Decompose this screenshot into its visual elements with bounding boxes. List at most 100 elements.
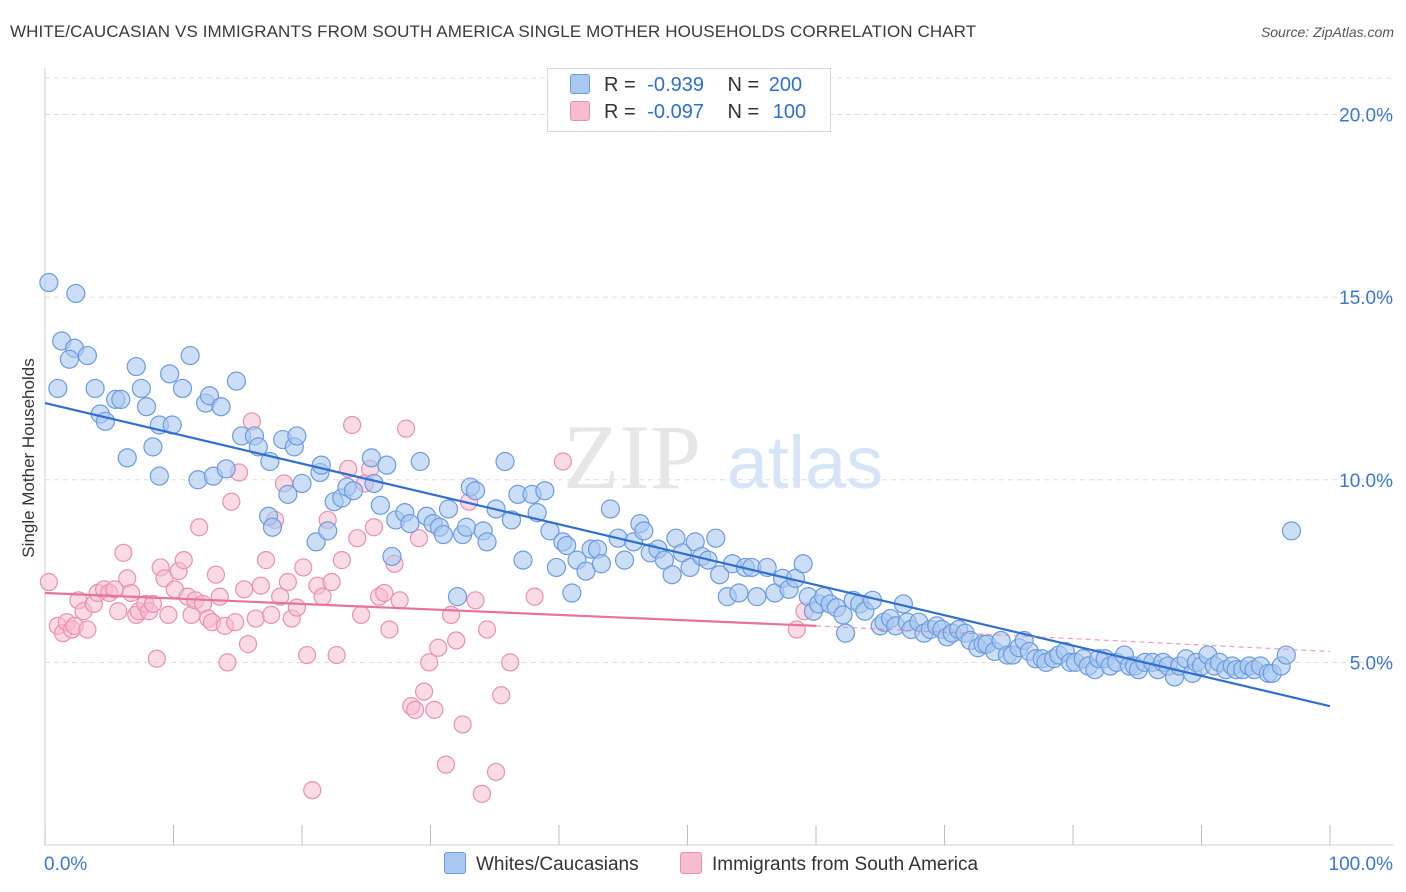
data-point-whites xyxy=(747,587,767,607)
chart-title: WHITE/CAUCASIAN VS IMMIGRANTS FROM SOUTH… xyxy=(10,22,977,41)
data-point-immigrants xyxy=(501,653,520,672)
data-point-whites xyxy=(591,554,612,574)
data-point-whites xyxy=(377,455,397,475)
y-tick-label: 10.0% xyxy=(1339,471,1393,492)
legend-row-immigrants: R = -0.097 N = 100 xyxy=(570,101,806,125)
data-point-immigrants xyxy=(256,551,276,570)
data-point-immigrants xyxy=(109,602,128,621)
data-point-whites xyxy=(447,587,468,607)
data-point-whites xyxy=(835,623,856,643)
data-point-immigrants xyxy=(348,529,367,548)
data-point-whites xyxy=(180,345,200,366)
data-point-whites xyxy=(495,451,515,472)
data-point-immigrants xyxy=(262,605,281,625)
data-point-immigrants xyxy=(436,755,456,774)
data-point-whites xyxy=(576,561,596,581)
data-point-whites xyxy=(131,378,151,399)
data-point-whites xyxy=(111,389,131,410)
watermark-atlas: atlas xyxy=(727,421,883,504)
data-point-whites xyxy=(433,524,453,545)
data-point-whites xyxy=(465,481,486,501)
data-point-whites xyxy=(729,583,749,603)
legend-swatch-whites xyxy=(570,74,590,94)
data-point-immigrants xyxy=(429,638,448,657)
legend-n-value: 200 xyxy=(768,74,803,96)
data-point-whites xyxy=(160,364,180,384)
data-point-whites xyxy=(513,550,533,570)
data-point-whites xyxy=(59,349,80,369)
legend-n-label: N = xyxy=(727,74,760,96)
data-point-whites xyxy=(710,565,730,585)
data-point-immigrants xyxy=(420,653,439,672)
data-point-immigrants xyxy=(271,587,290,606)
data-point-whites xyxy=(557,535,577,556)
data-point-immigrants xyxy=(246,609,265,628)
bottom-legend-label-whites: Whites/Caucasians xyxy=(476,854,639,875)
data-point-whites xyxy=(311,455,331,475)
y-tick-label: 15.0% xyxy=(1339,288,1393,309)
data-point-immigrants xyxy=(226,613,245,632)
data-point-whites xyxy=(535,481,555,501)
legend-n-label: N = xyxy=(727,101,760,123)
data-point-immigrants xyxy=(294,558,313,577)
tick-labels: 5.0% 10.0% 15.0% 20.0% 0.0% 100.0% xyxy=(44,106,1393,875)
data-point-immigrants xyxy=(375,583,394,603)
data-point-immigrants xyxy=(466,591,485,610)
legend-row-whites: R = -0.939 N = 200 xyxy=(570,74,802,98)
data-point-immigrants xyxy=(472,784,491,803)
bottom-legend-label-immigrants: Immigrants from South America xyxy=(712,854,979,875)
legend-r-label: R = xyxy=(604,74,636,96)
x-tick-label: 100.0% xyxy=(1329,854,1394,875)
data-point-whites xyxy=(343,481,363,501)
data-point-whites xyxy=(438,499,459,519)
data-point-immigrants xyxy=(322,572,341,592)
data-point-whites xyxy=(117,448,137,468)
legend-r-label: R = xyxy=(604,101,636,123)
data-point-whites xyxy=(1276,645,1296,665)
y-tick-label: 20.0% xyxy=(1339,106,1393,127)
x-tick-label: 0.0% xyxy=(44,854,87,875)
data-point-whites xyxy=(149,466,169,486)
trendline-whites xyxy=(44,401,1331,708)
data-point-whites xyxy=(39,272,59,293)
data-point-whites xyxy=(66,283,86,304)
watermark: ZIP atlas xyxy=(563,406,883,508)
data-point-immigrants xyxy=(425,700,444,719)
source-label: Source: ZipAtlas.com xyxy=(1260,24,1394,40)
data-point-whites xyxy=(600,499,621,519)
data-point-immigrants xyxy=(206,565,226,584)
data-point-whites xyxy=(211,397,231,417)
data-point-immigrants xyxy=(492,686,511,705)
data-point-immigrants xyxy=(78,620,97,639)
data-point-whites xyxy=(400,513,420,534)
legend-r-value: -0.939 xyxy=(647,74,704,96)
stats-legend: R = -0.939 N = 200 R = -0.097 N = 100 xyxy=(547,68,831,132)
data-point-whites xyxy=(546,557,567,578)
data-point-whites xyxy=(172,378,193,399)
legend-r-value: -0.097 xyxy=(647,101,704,123)
data-point-immigrants xyxy=(409,529,429,548)
data-point-immigrants xyxy=(486,762,506,782)
data-point-whites xyxy=(562,583,582,603)
data-point-immigrants xyxy=(787,620,806,639)
data-point-immigrants xyxy=(114,543,133,562)
data-point-whites xyxy=(793,554,813,574)
data-point-whites xyxy=(477,532,497,552)
data-point-whites xyxy=(278,484,298,504)
data-point-immigrants xyxy=(235,580,254,599)
data-point-immigrants xyxy=(174,551,193,570)
data-point-immigrants xyxy=(364,518,384,537)
bottom-legend-swatch-whites xyxy=(444,852,466,874)
data-point-immigrants xyxy=(218,653,237,672)
data-point-immigrants xyxy=(477,620,497,639)
data-point-immigrants xyxy=(303,781,322,800)
data-point-whites xyxy=(216,459,236,479)
data-point-immigrants xyxy=(251,576,270,595)
data-point-immigrants xyxy=(287,598,306,617)
data-point-whites xyxy=(456,517,477,537)
data-point-whites xyxy=(85,378,105,399)
data-point-whites xyxy=(364,473,384,494)
bottom-legend-swatch-immigrants xyxy=(680,852,702,874)
data-point-whites xyxy=(662,565,682,585)
